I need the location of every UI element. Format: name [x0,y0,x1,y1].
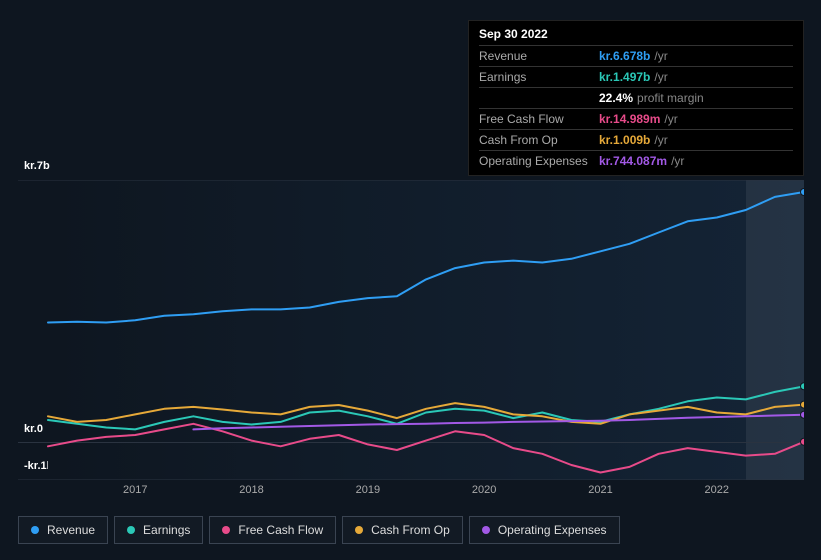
legend-item[interactable]: Revenue [18,516,108,544]
series-end-marker [801,401,805,408]
legend-item[interactable]: Cash From Op [342,516,463,544]
x-axis-tick: 2022 [705,484,729,496]
x-axis-tick: 2018 [239,484,263,496]
legend-dot-icon [31,526,39,534]
x-axis-tick: 2019 [356,484,380,496]
tooltip-row: Earningskr.1.497b/yr [479,66,793,87]
tooltip-value: 22.4% [599,91,633,105]
tooltip-value: kr.1.497b [599,70,650,84]
tooltip-row: Revenuekr.6.678b/yr [479,45,793,66]
legend-dot-icon [355,526,363,534]
tooltip-value: kr.744.087m [599,154,667,168]
series-end-marker [801,383,805,390]
tooltip-unit: /yr [671,154,684,168]
tooltip-label: Free Cash Flow [479,112,599,126]
series-end-marker [801,411,805,418]
tooltip-label: Revenue [479,49,599,63]
tooltip-unit: /yr [664,112,677,126]
tooltip-unit: /yr [654,133,667,147]
legend-label: Free Cash Flow [238,523,323,537]
legend-dot-icon [222,526,230,534]
tooltip-row: Cash From Opkr.1.009b/yr [479,129,793,150]
legend-item[interactable]: Operating Expenses [469,516,620,544]
legend-label: Operating Expenses [498,523,607,537]
chart-container: Sep 30 2022 Revenuekr.6.678b/yrEarningsk… [0,0,821,560]
tooltip-unit: /yr [654,70,667,84]
x-axis-tick: 2021 [588,484,612,496]
series-end-marker [801,189,805,196]
hover-tooltip: Sep 30 2022 Revenuekr.6.678b/yrEarningsk… [468,20,804,176]
legend-item[interactable]: Free Cash Flow [209,516,336,544]
legend-label: Earnings [143,523,190,537]
tooltip-unit: /yr [654,49,667,63]
tooltip-label: Earnings [479,70,599,84]
tooltip-row: Operating Expenseskr.744.087m/yr [479,150,793,171]
y-axis-label: kr.7b [24,160,50,172]
series-end-marker [801,438,805,445]
tooltip-date: Sep 30 2022 [479,27,793,45]
x-axis-tick: 2017 [123,484,147,496]
legend-dot-icon [482,526,490,534]
legend-dot-icon [127,526,135,534]
line-chart[interactable] [18,180,804,480]
tooltip-value: kr.6.678b [599,49,650,63]
tooltip-value: kr.14.989m [599,112,660,126]
tooltip-row: 22.4% profit margin [479,87,793,108]
tooltip-unit: profit margin [637,91,704,105]
legend-label: Revenue [47,523,95,537]
legend-item[interactable]: Earnings [114,516,203,544]
legend: Revenue Earnings Free Cash Flow Cash From O… [18,516,620,544]
tooltip-label: Operating Expenses [479,154,599,168]
tooltip-label: Cash From Op [479,133,599,147]
tooltip-value: kr.1.009b [599,133,650,147]
tooltip-row: Free Cash Flowkr.14.989m/yr [479,108,793,129]
legend-label: Cash From Op [371,523,450,537]
x-axis-tick: 2020 [472,484,496,496]
x-axis-labels: 2017 2018 2019 2020 2021 2022 [18,484,804,500]
